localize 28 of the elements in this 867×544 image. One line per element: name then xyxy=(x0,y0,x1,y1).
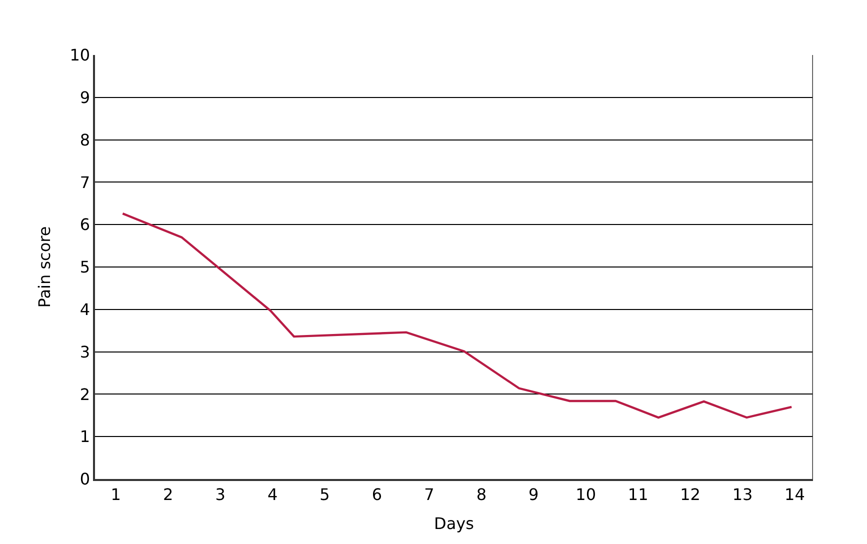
y-tick-label: 3 xyxy=(80,342,90,362)
x-axis-title: Days xyxy=(434,514,474,534)
y-tick-label: 10 xyxy=(70,46,90,65)
y-tick-label: 1 xyxy=(80,427,90,446)
y-tick-label: 6 xyxy=(80,215,90,234)
x-tick-label: 14 xyxy=(784,484,805,504)
x-tick-label: 6 xyxy=(372,484,382,504)
x-tick-label: 2 xyxy=(163,484,174,504)
x-tick-label: 12 xyxy=(680,484,700,504)
y-tick-label: 9 xyxy=(80,88,90,107)
x-tick-label: 11 xyxy=(628,484,648,504)
x-tick-label: 5 xyxy=(320,484,330,504)
x-tick-label: 7 xyxy=(424,484,434,504)
y-axis-title: Pain score xyxy=(35,226,54,308)
x-tick-label: 9 xyxy=(528,484,539,504)
x-tick-label: 8 xyxy=(476,484,487,504)
x-tick-label: 3 xyxy=(215,484,226,504)
x-tick-label: 1 xyxy=(110,484,121,504)
y-tick-label: 8 xyxy=(80,130,90,150)
y-tick-label: 2 xyxy=(80,384,90,404)
y-tick-label: 0 xyxy=(80,470,90,489)
y-tick-label: 5 xyxy=(80,258,90,277)
x-tick-label: 4 xyxy=(267,484,278,504)
line-series xyxy=(122,212,793,419)
y-tick-label: 4 xyxy=(80,300,90,319)
y-tick-label: 7 xyxy=(80,172,90,192)
x-tick-label: 13 xyxy=(732,484,753,504)
x-tick-label: 10 xyxy=(576,484,596,504)
